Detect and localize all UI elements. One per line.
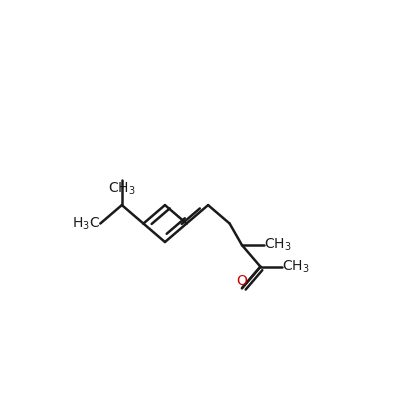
Text: O: O <box>236 274 247 288</box>
Text: H$_3$C: H$_3$C <box>72 215 100 232</box>
Text: CH$_3$: CH$_3$ <box>264 237 291 253</box>
Text: CH$_3$: CH$_3$ <box>282 258 310 275</box>
Text: CH$_3$: CH$_3$ <box>108 180 136 197</box>
